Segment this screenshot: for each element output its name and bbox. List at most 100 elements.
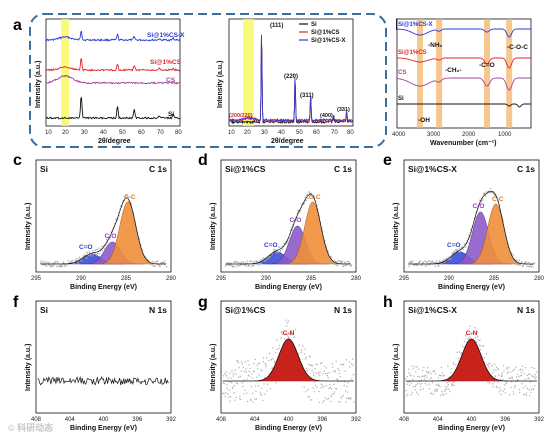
panel-b-ftir: Si@1%CS-X Si@1%CS CS Si -NH₂ -CH₂- -C=O … bbox=[392, 18, 532, 147]
xps-point-h bbox=[469, 325, 471, 327]
xps-point-c bbox=[143, 256, 145, 258]
xps-point-d bbox=[239, 264, 242, 266]
xps-point-g bbox=[339, 401, 341, 403]
xps-point-g bbox=[239, 395, 241, 397]
xps-point-g bbox=[278, 344, 281, 347]
xps-point-h bbox=[407, 393, 409, 395]
xps-point-g bbox=[326, 375, 328, 377]
xps-point-h bbox=[447, 365, 449, 367]
xps-point-g bbox=[222, 375, 225, 377]
xps-point-d bbox=[347, 261, 349, 263]
xps-point-g bbox=[339, 376, 342, 378]
xps-tick-d-290: 290 bbox=[261, 276, 272, 282]
xps-point-d bbox=[238, 261, 240, 264]
xps-point-g bbox=[269, 388, 272, 390]
xps-point-c bbox=[46, 265, 48, 267]
xps-point-g bbox=[335, 360, 337, 362]
xps-point-h bbox=[432, 371, 434, 373]
xps-point-g bbox=[264, 393, 266, 395]
xps-point-h bbox=[433, 370, 436, 372]
xps-point-h bbox=[520, 368, 522, 371]
xps-point-h bbox=[526, 387, 529, 390]
xps-point-h bbox=[460, 351, 463, 354]
panel-label-e: e bbox=[383, 152, 392, 169]
xps-tick-c-295: 295 bbox=[31, 276, 42, 282]
xps-point-e bbox=[417, 264, 419, 267]
xps-point-h bbox=[460, 353, 462, 355]
xps-point-d bbox=[261, 258, 263, 261]
xps-point-d bbox=[308, 191, 310, 193]
xps-point-d bbox=[281, 245, 283, 247]
xps-point-g bbox=[225, 371, 227, 373]
xps-point-g bbox=[275, 352, 277, 354]
xps-point-h bbox=[482, 345, 484, 347]
xps-point-g bbox=[261, 387, 263, 389]
xps-point-e bbox=[419, 260, 422, 262]
xps-point-c bbox=[51, 264, 53, 267]
a-left-series-line-3 bbox=[45, 97, 181, 120]
xps-point-c bbox=[49, 264, 51, 267]
xps-point-g bbox=[263, 383, 265, 385]
xps-comp-label-co-e: C-O bbox=[473, 203, 485, 210]
xps-point-h bbox=[422, 388, 425, 390]
xps-point-h bbox=[496, 366, 498, 368]
xps-point-c bbox=[65, 265, 67, 267]
xps-point-c bbox=[42, 261, 45, 263]
xps-point-g bbox=[332, 366, 334, 368]
xps-xlabel-d: Binding Energy (eV) bbox=[255, 284, 322, 291]
xps-point-g bbox=[251, 377, 253, 379]
xps-point-g bbox=[338, 372, 340, 375]
xps-point-h bbox=[529, 373, 531, 375]
xps-point-g bbox=[241, 363, 244, 365]
xps-point-h bbox=[502, 365, 505, 367]
xps-point-g bbox=[229, 372, 231, 374]
a-right-peak-331: (331) bbox=[337, 107, 350, 113]
xps-point-h bbox=[520, 371, 522, 374]
xps-point-h bbox=[536, 371, 538, 373]
xps-point-g bbox=[231, 370, 233, 372]
xps-point-h bbox=[500, 393, 502, 396]
xps-point-g bbox=[352, 364, 354, 366]
xps-point-d bbox=[336, 261, 338, 263]
xps-point-g bbox=[224, 373, 226, 375]
xps-point-g bbox=[340, 397, 342, 399]
xps-point-g bbox=[308, 363, 310, 366]
a-left-tick-50: 50 bbox=[119, 130, 126, 136]
xps-point-e bbox=[481, 199, 483, 202]
xps-point-d bbox=[228, 262, 230, 264]
xps-point-g bbox=[235, 396, 237, 399]
xps-point-h bbox=[492, 386, 495, 388]
xps-point-h bbox=[444, 386, 446, 388]
xps-point-g bbox=[288, 337, 290, 339]
b-series-line-1 bbox=[396, 57, 531, 69]
xps-point-g bbox=[250, 385, 253, 388]
legend-label-sics: Si@1%CS bbox=[311, 30, 340, 36]
xps-point-e bbox=[465, 246, 467, 248]
xps-point-h bbox=[521, 365, 524, 368]
xps-point-h bbox=[415, 384, 417, 386]
xps-point-h bbox=[492, 372, 494, 374]
b-label-sicsx: Si@1%CS-X bbox=[398, 22, 433, 28]
xps-point-d bbox=[256, 263, 258, 265]
xps-point-h bbox=[479, 345, 482, 347]
xps-point-e bbox=[527, 265, 529, 268]
xps-point-g bbox=[246, 392, 248, 394]
xps-point-h bbox=[440, 374, 442, 377]
xps-point-d bbox=[336, 265, 339, 267]
xps-point-d bbox=[275, 249, 277, 251]
xps-point-h bbox=[535, 376, 537, 378]
xps-point-c bbox=[124, 195, 127, 197]
a-right-xlabel: 2θ/degree bbox=[271, 138, 304, 145]
xps-point-h bbox=[405, 395, 408, 397]
xps-point-e bbox=[484, 192, 486, 194]
xps-tick-f-404: 404 bbox=[65, 417, 76, 423]
xps-point-e bbox=[447, 256, 449, 258]
xps-point-g bbox=[234, 399, 236, 401]
xps-point-g bbox=[223, 383, 226, 385]
xps-point-g bbox=[311, 369, 313, 371]
xps-point-g bbox=[319, 374, 321, 377]
xps-point-e bbox=[434, 265, 437, 267]
xps-point-g bbox=[333, 383, 335, 385]
xps-point-g bbox=[311, 399, 313, 401]
xps-point-g bbox=[314, 381, 316, 383]
